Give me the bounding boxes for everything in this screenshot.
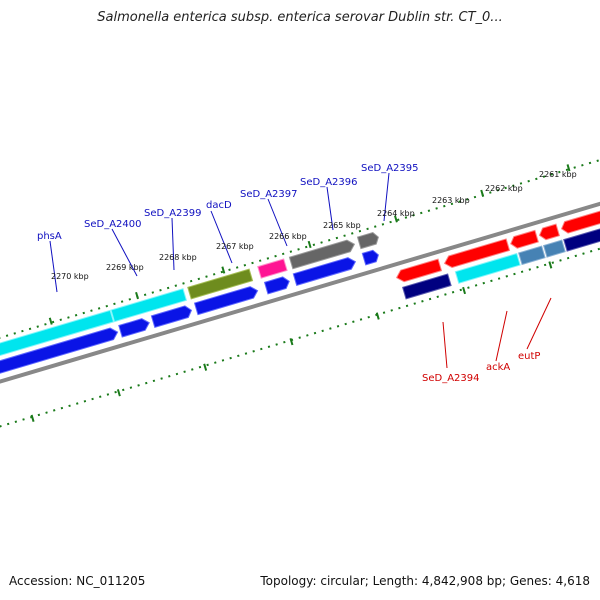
scale-label: 2265 kbp bbox=[323, 221, 361, 230]
accession-text: Accession: NC_011205 bbox=[9, 574, 146, 588]
scale-label: 2262 kbp bbox=[485, 184, 523, 193]
scale-label: 2263 kbp bbox=[432, 196, 470, 205]
gene-SeD_A2397[interactable] bbox=[257, 258, 288, 279]
gene-cds-steelblue-2[interactable] bbox=[542, 239, 566, 258]
gene-cds-red-1[interactable] bbox=[395, 258, 443, 283]
scale-label: 2267 kbp bbox=[216, 242, 254, 251]
gene-cds-red-4[interactable] bbox=[538, 223, 561, 241]
scale-label: 2264 kbp bbox=[377, 209, 415, 218]
genome-summary-text: Topology: circular; Length: 4,842,908 bp… bbox=[260, 574, 590, 588]
map-title: Salmonella enterica subsp. enterica sero… bbox=[97, 10, 503, 25]
gene-label-dacD[interactable]: dacD bbox=[206, 200, 232, 211]
gene-cds-red-2[interactable] bbox=[443, 238, 511, 269]
gene-cds-red-5[interactable] bbox=[560, 185, 600, 234]
gene-label-SeD_A2400[interactable]: SeD_A2400 bbox=[84, 219, 142, 230]
gene-eutP[interactable] bbox=[518, 245, 546, 266]
gene-label-SeD_A2397[interactable]: SeD_A2397 bbox=[240, 189, 298, 200]
genome-backbone bbox=[0, 177, 600, 404]
gene-label-ackA[interactable]: ackA bbox=[486, 362, 510, 373]
gene-dacD[interactable] bbox=[187, 268, 254, 300]
scale-label: 2268 kbp bbox=[159, 253, 197, 262]
inner-ruler-ticks bbox=[30, 261, 553, 422]
gene-SeD_A2396[interactable] bbox=[288, 238, 356, 270]
gene-label-eutP[interactable]: eutP bbox=[518, 351, 540, 362]
forward-strand-genes-lower bbox=[0, 249, 380, 395]
gene-cds-blue-5[interactable] bbox=[263, 276, 291, 295]
gene-cds-blue-6[interactable] bbox=[292, 256, 357, 286]
gene-label-SeD_A2396[interactable]: SeD_A2396 bbox=[300, 177, 358, 188]
gene-cds-blue-3[interactable] bbox=[150, 305, 193, 328]
gene-label-phsA[interactable]: phsA bbox=[37, 231, 62, 242]
scale-label: 2261 kbp bbox=[539, 170, 577, 179]
scale-label: 2266 kbp bbox=[269, 232, 307, 241]
gene-SeD_A2395[interactable] bbox=[356, 231, 380, 250]
inner-ruler bbox=[0, 219, 600, 444]
forward-strand-genes bbox=[0, 231, 380, 378]
gene-SeD_A2400[interactable] bbox=[110, 288, 188, 323]
gene-label-SeD_A2395[interactable]: SeD_A2395 bbox=[361, 163, 419, 174]
outer-ruler bbox=[0, 138, 600, 362]
gene-label-SeD_A2394[interactable]: SeD_A2394 bbox=[422, 373, 480, 384]
scale-label: 2270 kbp bbox=[51, 272, 89, 281]
gene-cds-red-3[interactable] bbox=[509, 229, 539, 249]
gene-phsA[interactable] bbox=[0, 309, 115, 378]
gene-cds-blue-1[interactable] bbox=[0, 326, 119, 395]
gene-SeD_A2394[interactable] bbox=[402, 273, 452, 300]
gene-label-SeD_A2399[interactable]: SeD_A2399 bbox=[144, 208, 202, 219]
gene-ackA[interactable] bbox=[454, 252, 521, 284]
gene-cds-blue-2[interactable] bbox=[118, 317, 151, 338]
label-leaders bbox=[49, 172, 552, 369]
gene-cds-blue-4[interactable] bbox=[193, 285, 260, 316]
gene-cds-navy-2[interactable] bbox=[563, 202, 600, 252]
reverse-strand-genes bbox=[395, 185, 600, 300]
outer-ruler-ticks bbox=[48, 164, 571, 325]
scale-label: 2269 kbp bbox=[106, 263, 144, 272]
gene-cds-blue-7[interactable] bbox=[361, 249, 380, 266]
